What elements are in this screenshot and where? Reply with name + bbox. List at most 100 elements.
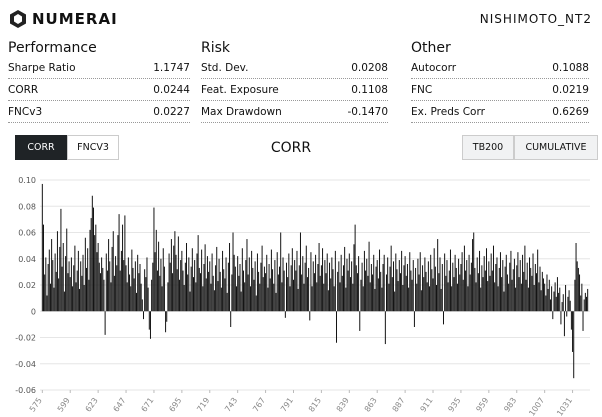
bar [162,248,164,312]
bar [99,273,101,312]
bar [491,270,493,312]
bar [480,287,482,312]
bar [273,283,275,312]
bar [446,260,448,312]
bar [158,241,160,312]
bar [265,273,267,312]
x-tick-label: 791 [279,396,295,414]
bar [74,245,76,312]
bar [511,279,513,312]
bar [532,253,534,312]
bar [398,260,400,312]
bar [279,266,281,312]
bar [217,281,219,312]
bar [544,283,546,312]
bar [497,286,499,312]
bar [153,207,155,312]
bar [434,266,436,312]
bar [79,288,81,312]
bar [473,232,475,312]
bar [561,302,563,312]
bar [51,239,53,312]
bar [560,311,562,325]
bar [182,270,184,312]
bar [189,291,191,312]
bar [565,285,567,312]
bar [97,243,99,312]
bar [90,218,92,312]
bar [41,183,43,312]
corr-button[interactable]: CORR [15,135,67,160]
bar [327,290,329,312]
bar [337,271,339,312]
bar [587,288,589,312]
logo-icon [10,10,26,28]
bar [154,252,156,312]
bar [354,224,356,312]
bar [46,295,48,312]
bar [60,208,62,312]
bar [319,275,321,312]
bar [356,273,358,312]
fncv3-button[interactable]: FNCV3 [67,135,119,160]
bar [547,288,549,312]
stat-row: FNCv3 0.0227 [8,102,190,123]
bar [545,295,547,312]
bar [183,285,185,312]
bar [297,288,299,312]
bar [222,250,224,312]
bar [292,279,294,312]
bar [91,195,93,312]
bar [258,271,260,312]
bar [568,290,570,312]
bar [332,269,334,312]
x-tick-label: 863 [363,396,379,414]
bar [484,270,486,312]
bar [425,271,427,312]
stat-value: -0.1470 [347,106,388,118]
bar [326,253,328,312]
bar [386,274,388,312]
bar [270,249,272,312]
bar [513,258,515,312]
bar [260,262,262,312]
brand[interactable]: NUMERAI [32,10,118,28]
x-tick-label: 959 [474,396,490,414]
bar [524,245,526,312]
bar [65,256,67,312]
bar [499,252,501,312]
bar [96,252,98,312]
bar [462,279,464,312]
bar [144,269,146,312]
bar [261,245,263,312]
bar [69,277,71,312]
bar [304,262,306,312]
bar [384,311,386,345]
bar [348,253,350,312]
bar [310,252,312,312]
bar [399,273,401,312]
bar [441,264,443,312]
bar [188,257,190,312]
bar [486,248,488,312]
stat-row: Feat. Exposure 0.1108 [201,80,388,101]
bar [512,269,514,312]
bar [397,281,399,312]
bar [455,267,457,312]
bar [461,252,463,312]
bar [377,278,379,312]
bar [396,269,398,312]
bar [262,277,264,312]
bar [320,265,322,312]
bar [218,258,220,312]
bar [433,248,435,312]
bar [159,275,161,312]
bar [282,257,284,312]
bar [225,257,227,312]
stat-row: FNC 0.0219 [411,80,589,101]
cumulative-button[interactable]: CUMULATIVE [514,135,598,160]
bar [359,311,361,331]
bar [442,311,444,325]
bar [340,254,342,312]
tb200-button[interactable]: TB200 [462,135,514,160]
